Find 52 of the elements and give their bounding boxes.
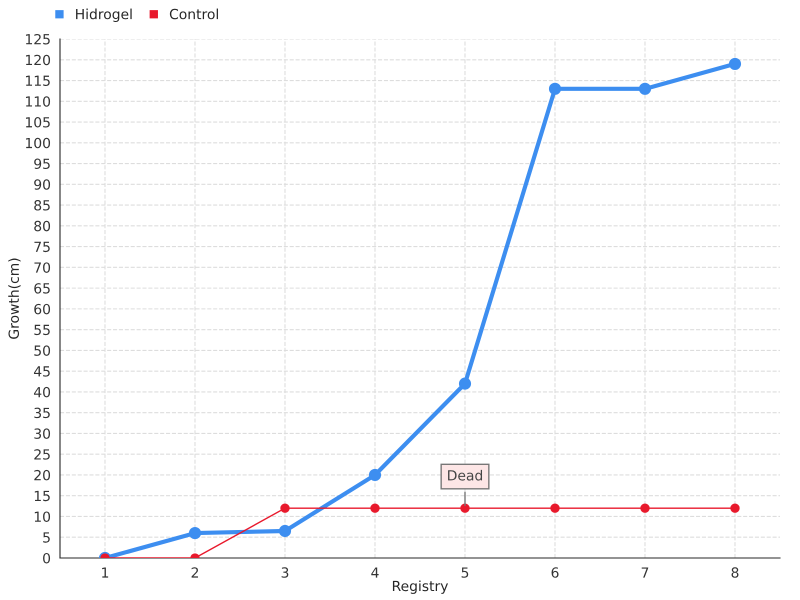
x-tick-label: 2 — [192, 567, 198, 578]
y-tick-label: 110 — [26, 96, 50, 107]
y-axis-title: Growth(cm) — [8, 258, 21, 339]
x-tick-label: 3 — [282, 567, 288, 578]
x-tick-label: 8 — [732, 567, 738, 578]
y-tick-label: 85 — [34, 200, 50, 211]
x-tick-label: 1 — [102, 567, 108, 578]
y-tick-label: 5 — [43, 532, 50, 543]
annotation: Dead — [448, 470, 482, 481]
x-tick-label: 5 — [462, 567, 468, 578]
y-tick-label: 40 — [34, 386, 50, 398]
point — [640, 503, 650, 513]
y-tick-label: 50 — [34, 345, 50, 356]
y-tick-label: 120 — [26, 54, 50, 66]
legend-label: Control — [170, 8, 218, 20]
y-tick-label: 95 — [34, 158, 50, 170]
point — [368, 468, 382, 482]
y-tick-label: 125 — [26, 34, 50, 44]
y-tick-label: 55 — [34, 324, 50, 336]
y-tick-label: 45 — [34, 366, 50, 377]
y-tick-label: 80 — [34, 220, 50, 232]
y-tick-label: 20 — [34, 470, 50, 480]
y-tick-label: 70 — [34, 262, 50, 273]
y-tick-label: 25 — [34, 449, 50, 460]
point — [188, 527, 202, 540]
point — [280, 503, 290, 513]
point — [460, 503, 470, 513]
point — [728, 58, 742, 70]
x-axis-title: Registry — [392, 580, 448, 594]
point — [548, 82, 562, 95]
point — [458, 378, 472, 390]
point — [278, 524, 292, 538]
y-tick-label: 90 — [34, 179, 50, 190]
point — [638, 82, 652, 95]
point — [370, 503, 380, 513]
y-tick-label: 15 — [34, 490, 50, 502]
y-tick-label: 30 — [34, 428, 50, 439]
y-tick-label: 115 — [26, 76, 50, 86]
x-tick-label: 7 — [642, 567, 648, 578]
y-tick-label: 10 — [34, 511, 50, 522]
x-tick-label: 4 — [371, 567, 379, 578]
legend-label: Hidrogel — [76, 8, 132, 22]
y-tick-label: 0 — [43, 552, 50, 564]
point — [550, 503, 560, 513]
y-tick-label: 105 — [26, 117, 50, 128]
y-tick-label: 35 — [34, 408, 50, 418]
point — [730, 503, 740, 513]
y-tick-label: 100 — [26, 138, 50, 148]
y-tick-label: 75 — [34, 242, 50, 252]
x-tick-label: 6 — [552, 567, 559, 578]
y-tick-label: 65 — [34, 283, 50, 294]
y-tick-label: 60 — [34, 304, 50, 314]
